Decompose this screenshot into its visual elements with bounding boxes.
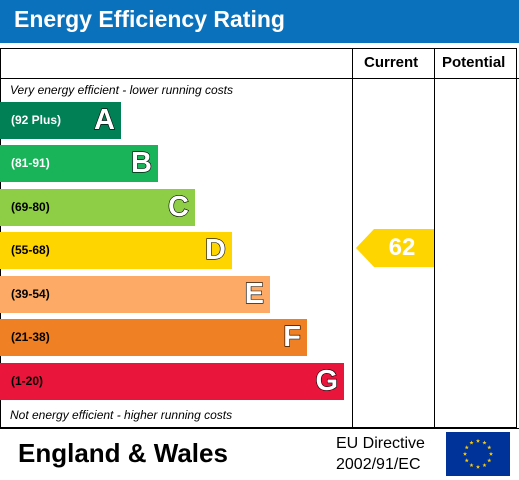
current-column-divider <box>352 48 353 428</box>
band-f: (21-38) F <box>0 319 307 356</box>
band-range: (92 Plus) <box>11 113 62 127</box>
eu-star-icon <box>475 464 481 469</box>
band-letter: A <box>93 103 115 136</box>
band-range: (55-68) <box>11 243 50 257</box>
eu-star-icon <box>469 440 474 445</box>
eu-directive-line1: EU Directive <box>336 435 425 452</box>
current-rating-value: 62 <box>388 234 416 261</box>
band-range: (39-54) <box>11 287 50 301</box>
arrow-shape <box>356 229 434 267</box>
band-range: (69-80) <box>11 200 50 214</box>
band-range: (1-20) <box>11 374 44 388</box>
band-letter: F <box>283 320 302 353</box>
eu-star-icon <box>487 445 492 450</box>
eu-flag-icon <box>446 432 510 476</box>
band-letter: B <box>130 146 152 179</box>
eu-star-icon <box>488 451 494 456</box>
eu-star-icon <box>464 445 469 450</box>
band-range: (21-38) <box>11 330 50 344</box>
footer-region: England & Wales <box>18 438 228 468</box>
current-rating-arrow: 62 <box>356 229 434 267</box>
band-range: (81-91) <box>11 156 50 170</box>
potential-column-divider <box>434 48 435 428</box>
band-e: (39-54) E <box>0 276 270 313</box>
band-b: (81-91) B <box>0 145 158 182</box>
header-bar: Energy Efficiency Rating <box>0 0 519 43</box>
band-d: (55-68) D <box>0 232 232 269</box>
band-c: (69-80) C <box>0 189 195 226</box>
band-letter: D <box>204 233 226 266</box>
band-letter: G <box>315 364 339 397</box>
bottom-caption: Not energy efficient - higher running co… <box>10 408 233 422</box>
eu-star-icon <box>482 463 487 468</box>
potential-column-header: Potential <box>442 54 506 71</box>
eu-star-icon <box>482 440 487 445</box>
eu-directive-line2: 2002/91/EC <box>336 456 421 473</box>
eu-directive: EU Directive 2002/91/EC <box>336 433 425 475</box>
eu-star-icon <box>469 463 474 468</box>
band-a: (92 Plus) A <box>0 102 121 139</box>
eu-star-icon <box>487 458 492 463</box>
footer-divider <box>0 428 519 429</box>
top-caption: Very energy efficient - lower running co… <box>10 83 233 97</box>
current-column-header: Current <box>364 54 419 71</box>
band-letter: C <box>167 190 189 223</box>
eu-star-icon <box>464 458 469 463</box>
column-header-divider <box>0 78 519 79</box>
eu-star-icon <box>475 438 481 443</box>
band-letter: E <box>244 277 265 310</box>
band-g: (1-20) G <box>0 363 344 400</box>
page-title: Energy Efficiency Rating <box>14 6 285 32</box>
eu-star-icon <box>462 451 468 456</box>
